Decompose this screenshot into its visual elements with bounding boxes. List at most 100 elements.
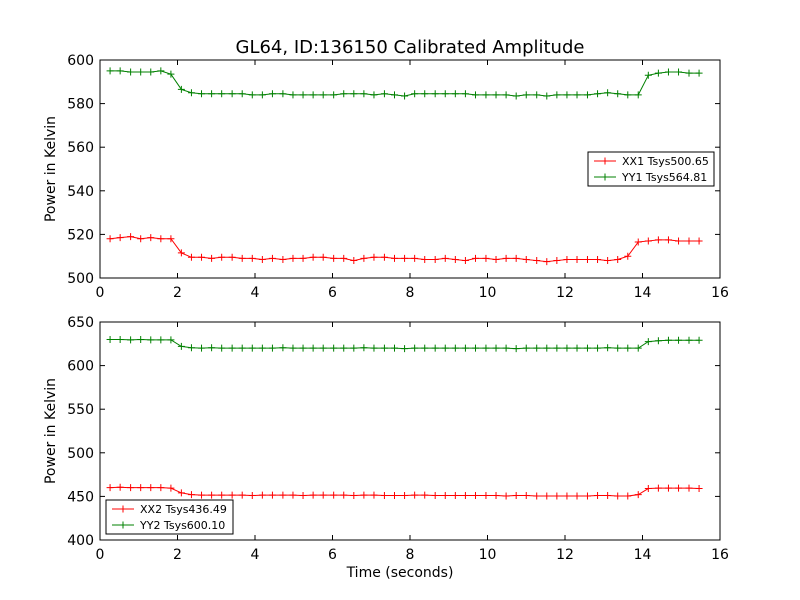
data-point-s2-46 (563, 91, 571, 99)
data-point-s2-5 (147, 68, 155, 76)
data-point-s1-3 (127, 233, 135, 241)
data-point-s1-50 (604, 257, 612, 265)
data-point-s2-9 (187, 89, 195, 97)
data-point-s1-2 (116, 483, 124, 491)
x-tick-label: 0 (96, 547, 105, 563)
data-point-s2-15 (248, 344, 256, 352)
data-point-s2-17 (268, 344, 276, 352)
data-point-s2-16 (258, 344, 266, 352)
data-point-s2-26 (360, 344, 368, 352)
data-point-s1-33 (431, 492, 439, 500)
data-point-s2-55 (654, 337, 662, 345)
data-point-s1-17 (268, 491, 276, 499)
data-point-s2-10 (198, 344, 206, 352)
data-point-s1-56 (664, 236, 672, 244)
data-point-s2-32 (421, 90, 429, 98)
data-point-s1-37 (471, 254, 479, 262)
data-point-s1-58 (685, 484, 693, 492)
data-point-s2-11 (208, 90, 216, 98)
data-point-s1-32 (421, 255, 429, 263)
data-point-s1-45 (553, 492, 561, 500)
legend-marker-2 (119, 521, 127, 529)
x-tick-label: 14 (634, 547, 652, 563)
data-point-s1-44 (543, 492, 551, 500)
data-point-s2-44 (543, 344, 551, 352)
data-point-s1-10 (198, 491, 206, 499)
data-point-s1-24 (340, 254, 348, 262)
data-point-s1-51 (614, 255, 622, 263)
data-point-s1-55 (654, 236, 662, 244)
data-point-s1-23 (330, 491, 338, 499)
data-point-s1-28 (380, 492, 388, 500)
data-point-s1-42 (522, 255, 530, 263)
data-point-s1-36 (461, 257, 469, 265)
data-point-s1-31 (411, 254, 419, 262)
data-point-s2-23 (330, 344, 338, 352)
data-point-s2-16 (258, 91, 266, 99)
y-tick-label: 580 (67, 97, 94, 113)
data-point-s2-6 (157, 67, 165, 75)
data-point-s2-27 (370, 91, 378, 99)
data-point-s1-49 (594, 492, 602, 500)
data-point-s1-41 (512, 492, 520, 500)
data-point-s1-34 (441, 492, 449, 500)
x-tick-label: 12 (556, 285, 574, 301)
x-tick-label: 2 (173, 547, 182, 563)
data-point-s1-41 (512, 254, 520, 262)
data-point-s1-32 (421, 491, 429, 499)
data-point-s2-2 (116, 67, 124, 75)
x-tick-label: 10 (479, 285, 497, 301)
data-point-s2-13 (228, 344, 236, 352)
data-point-s2-9 (187, 344, 195, 352)
data-point-s2-2 (116, 335, 124, 343)
data-point-s1-9 (187, 253, 195, 261)
data-point-s2-59 (695, 69, 703, 77)
x-axis-label: Time (seconds) (346, 565, 454, 581)
data-point-s2-42 (522, 91, 530, 99)
legend-entry-2: YY1 Tsys564.81 (621, 171, 707, 184)
data-point-s1-18 (279, 255, 287, 263)
data-point-s2-6 (157, 336, 165, 344)
data-point-s1-5 (147, 484, 155, 492)
data-point-s1-55 (654, 484, 662, 492)
data-point-s1-30 (401, 254, 409, 262)
x-tick-label: 14 (634, 285, 652, 301)
data-point-s2-47 (573, 91, 581, 99)
data-point-s2-12 (218, 90, 226, 98)
data-point-s1-29 (391, 492, 398, 500)
data-point-s1-43 (533, 257, 541, 265)
data-point-s1-9 (187, 491, 195, 499)
y-axis-label: Power in Kelvin (43, 378, 59, 484)
data-point-s1-28 (380, 253, 388, 261)
data-point-s1-53 (634, 491, 642, 499)
data-point-s2-52 (624, 344, 632, 352)
data-point-s1-17 (268, 254, 276, 262)
data-point-s2-4 (137, 335, 145, 343)
data-point-s1-47 (573, 492, 581, 500)
data-point-s1-2 (116, 234, 124, 242)
data-point-s2-49 (594, 90, 602, 98)
data-point-s1-57 (675, 237, 683, 245)
data-point-s1-37 (471, 492, 479, 500)
x-tick-label: 6 (328, 285, 337, 301)
data-point-s2-23 (330, 91, 338, 99)
y-tick-label: 450 (67, 489, 94, 505)
data-point-s1-29 (391, 254, 398, 262)
data-point-s1-14 (238, 491, 246, 499)
data-point-s1-52 (624, 492, 632, 500)
data-point-s1-23 (330, 254, 338, 262)
data-point-s2-51 (614, 344, 622, 352)
data-point-s2-42 (522, 344, 530, 352)
legend-marker-1 (601, 157, 609, 165)
data-point-s2-30 (401, 92, 409, 100)
data-point-s2-48 (583, 344, 591, 352)
data-point-s1-54 (644, 237, 652, 245)
data-point-s1-26 (360, 491, 368, 499)
data-point-s2-20 (299, 344, 307, 352)
legend-marker-1 (119, 505, 127, 513)
data-point-s2-43 (533, 344, 541, 352)
data-point-s1-59 (695, 237, 703, 245)
data-point-s1-4 (137, 235, 145, 243)
data-point-s1-47 (573, 255, 581, 263)
data-point-s2-19 (289, 344, 297, 352)
